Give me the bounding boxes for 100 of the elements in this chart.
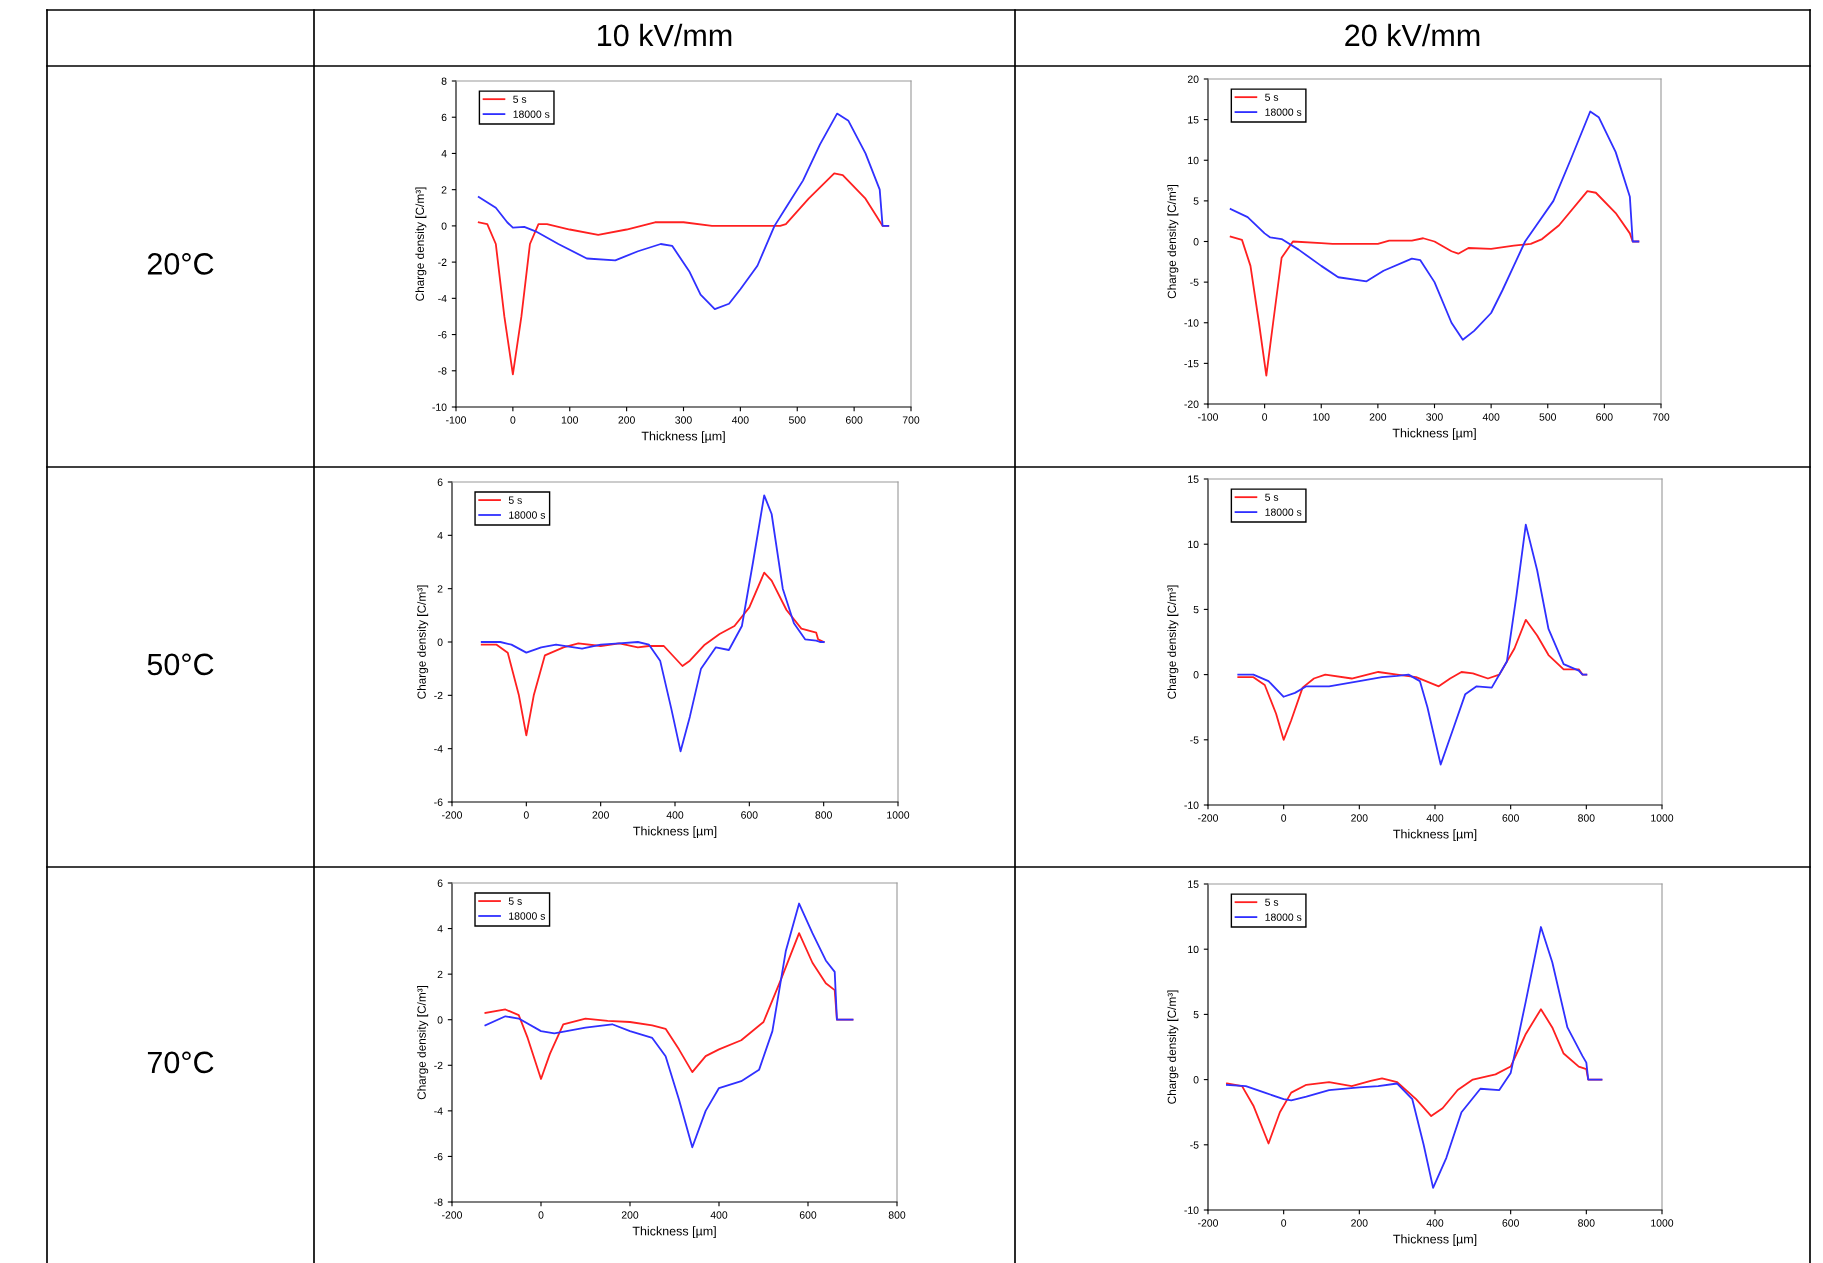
x-tick-label: 800 (888, 1211, 906, 1219)
x-axis-title: Thickness [µm] (1392, 428, 1476, 440)
y-tick-label: 0 (437, 1016, 443, 1024)
legend-label: 5 s (513, 95, 527, 103)
y-tick-label: 15 (1188, 880, 1199, 888)
x-axis-title: Thickness [µm] (1393, 829, 1477, 841)
y-axis-title: Charge density [C/m³] (1167, 585, 1179, 699)
chart-title: 20 kV/mm (1345, 23, 1480, 47)
x-tick-label: 500 (788, 416, 806, 424)
y-tick-label: -5 (1190, 1141, 1199, 1149)
y-tick-label: 0 (441, 222, 447, 230)
x-tick-label: 700 (1652, 413, 1670, 421)
x-tick-label: 600 (1502, 1219, 1519, 1227)
line-series (477, 112, 890, 311)
x-tick-label: 600 (845, 416, 863, 424)
text: 70°C (147, 1051, 214, 1074)
x-tick-label: 0 (1281, 814, 1287, 822)
x-tick-label: 600 (1596, 413, 1613, 421)
x-tick-label: 0 (523, 811, 529, 819)
x-tick-label: 200 (592, 811, 609, 819)
x-tick-label: 800 (815, 811, 832, 819)
y-tick-label: -2 (438, 258, 447, 266)
y-tick-label: 10 (1188, 945, 1199, 954)
y-tick-label: -6 (434, 1152, 443, 1161)
y-tick-label: 10 (1188, 540, 1199, 549)
y-tick-label: 6 (441, 113, 447, 122)
legend-label: 5 s (508, 496, 522, 504)
x-tick-label: 1000 (1651, 814, 1674, 822)
x-tick-label: 400 (1426, 1219, 1444, 1227)
y-tick-label: 15 (1188, 116, 1199, 124)
y-tick-label: 10 (1188, 156, 1199, 165)
x-tick-label: 1000 (887, 811, 910, 819)
x-tick-label: 200 (1351, 814, 1368, 822)
x-tick-label: 300 (1426, 413, 1443, 421)
x-tick-label: 400 (1482, 413, 1500, 421)
y-axis-title: Charge density [C/m³] (1167, 184, 1179, 299)
x-tick-label: 400 (666, 811, 684, 819)
x-tick-label: 200 (621, 1211, 639, 1219)
y-tick-label: 0 (437, 638, 443, 646)
line-series (1229, 110, 1640, 341)
x-tick-label: 400 (710, 1211, 728, 1219)
x-tick-label: 200 (1351, 1219, 1368, 1227)
y-axis-title: Charge density [C/m³] (417, 585, 429, 699)
x-tick-label: 1000 (1651, 1219, 1674, 1227)
x-tick-label: 700 (902, 416, 920, 424)
y-axis-title: Charge density [C/m³] (415, 187, 427, 301)
y-tick-label: 6 (437, 478, 443, 486)
x-tick-label: -200 (1198, 1219, 1219, 1227)
y-tick-label: 15 (1188, 475, 1199, 483)
x-tick-label: 300 (675, 416, 692, 424)
y-tick-label: 2 (441, 186, 447, 194)
y-tick-label: -15 (1184, 359, 1199, 368)
y-tick-label: -8 (438, 367, 447, 375)
y-tick-label: 5 (1193, 1011, 1199, 1019)
legend-label: 5 s (1265, 93, 1279, 101)
y-tick-label: -4 (438, 294, 447, 303)
x-tick-label: 0 (510, 416, 516, 424)
x-tick-label: 600 (799, 1211, 817, 1219)
x-tick-label: 0 (538, 1211, 544, 1219)
x-tick-label: 0 (1281, 1219, 1287, 1227)
y-tick-label: 5 (1193, 606, 1199, 614)
x-tick-label: 100 (1313, 413, 1330, 421)
y-tick-label: -10 (1184, 319, 1199, 327)
x-tick-label: 600 (741, 811, 758, 819)
y-tick-label: 4 (441, 150, 447, 158)
x-tick-label: 400 (731, 416, 749, 424)
y-tick-label: 5 (1193, 197, 1199, 205)
y-tick-label: 0 (1193, 1076, 1199, 1084)
legend-label: 5 s (1265, 898, 1279, 906)
x-tick-label: -200 (442, 811, 463, 819)
x-tick-label: 200 (1369, 413, 1387, 421)
y-tick-label: -20 (1184, 400, 1199, 408)
y-tick-label: 20 (1187, 75, 1199, 83)
y-tick-label: -6 (438, 331, 447, 339)
x-tick-label: 500 (1539, 413, 1557, 421)
y-tick-label: -2 (434, 1061, 443, 1070)
chart-title: 10 kV/mm (598, 23, 732, 47)
x-axis-title: Thickness [µm] (633, 826, 717, 838)
x-tick-label: 0 (1262, 413, 1268, 421)
legend-label: 18000 s (513, 110, 550, 118)
y-tick-label: -8 (434, 1198, 443, 1206)
y-tick-label: 2 (437, 585, 443, 593)
y-axis-title: Charge density [C/m³] (417, 985, 429, 1100)
y-axis-title: Charge density [C/m³] (1167, 990, 1179, 1104)
y-tick-label: 6 (437, 879, 443, 887)
line-series (1226, 926, 1603, 1189)
legend-label: 5 s (1265, 493, 1279, 501)
y-tick-label: 8 (441, 77, 447, 85)
legend-label: 18000 s (1265, 508, 1302, 516)
x-tick-label: 100 (561, 416, 579, 424)
y-tick-label: -5 (1190, 278, 1199, 286)
y-tick-label: -5 (1190, 736, 1199, 744)
x-tick-label: -100 (1198, 413, 1219, 421)
text: 50°C (147, 653, 214, 676)
x-axis-title: Thickness [µm] (632, 1226, 716, 1238)
line-series (480, 494, 825, 753)
x-tick-label: -100 (446, 416, 467, 424)
y-tick-label: 4 (437, 925, 443, 933)
text: 20°C (147, 253, 214, 275)
x-axis-title: Thickness [µm] (1393, 1234, 1477, 1246)
